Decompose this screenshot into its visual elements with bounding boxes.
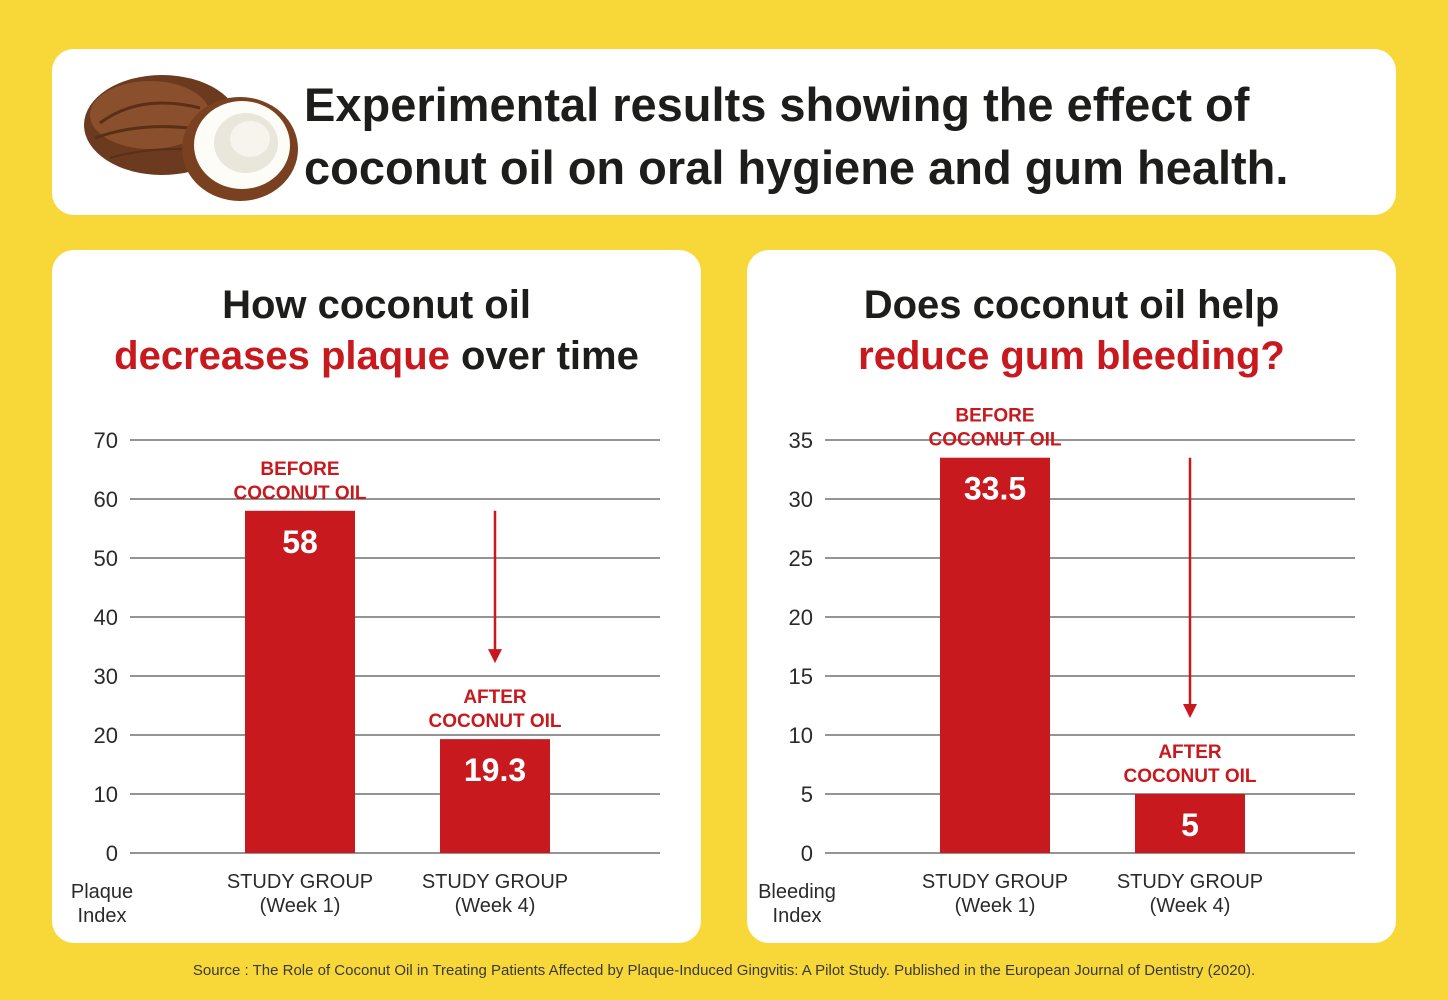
- y-axis-label-line2: Index: [773, 905, 822, 927]
- x-tick-label-line1: STUDY GROUP: [1117, 871, 1263, 893]
- bar-annotation-line2: COCONUT OIL: [929, 430, 1062, 451]
- y-tick-label: 5: [801, 782, 813, 807]
- page-title-line1: Experimental results showing the effect …: [304, 78, 1250, 131]
- y-tick-label: 70: [94, 428, 118, 453]
- plaque-chart-title-line1: How coconut oil: [222, 283, 531, 327]
- bar-annotation-line1: BEFORE: [260, 459, 339, 480]
- page-title: Experimental results showing the effect …: [304, 73, 1384, 199]
- y-tick-label: 60: [94, 487, 118, 512]
- trend-arrow-head: [488, 649, 502, 664]
- bar: [440, 739, 550, 853]
- plaque-chart-title-line2: decreases plaque over time: [52, 331, 701, 382]
- bleeding-chart-title-line2: reduce gum bleeding?: [747, 331, 1396, 382]
- x-tick-label-line2: (Week 1): [955, 895, 1036, 917]
- y-tick-label: 0: [106, 841, 118, 866]
- plaque-bar-chart: 0 10 20 30 40 50 60 70 58 BEFORE COCONUT OIL STUDY …: [71, 428, 660, 927]
- y-tick-label: 0: [801, 841, 813, 866]
- bar-annotation-line1: AFTER: [463, 687, 527, 708]
- page-title-line2: coconut oil on oral hygiene and gum heal…: [304, 141, 1289, 194]
- x-tick-label-line1: STUDY GROUP: [922, 871, 1068, 893]
- x-tick-label-line1: STUDY GROUP: [422, 871, 568, 893]
- x-tick-label-line2: (Week 1): [260, 895, 341, 917]
- y-tick-label: 25: [789, 546, 813, 571]
- bar-annotation-line2: COCONUT OIL: [234, 483, 367, 504]
- bar-value-label: 58: [282, 524, 318, 560]
- bleeding-chart-title: Does coconut oil help reduce gum bleedin…: [747, 280, 1396, 382]
- x-tick-label-line2: (Week 4): [455, 895, 536, 917]
- bar-annotation-line1: AFTER: [1158, 742, 1222, 763]
- bar: [940, 457, 1050, 853]
- y-tick-label: 30: [789, 487, 813, 512]
- x-tick-label-line2: (Week 4): [1150, 895, 1231, 917]
- source-citation: Source : The Role of Coconut Oil in Trea…: [192, 962, 1256, 979]
- y-tick-label: 20: [94, 723, 118, 748]
- bar-value-label: 33.5: [964, 471, 1026, 507]
- y-tick-label: 35: [789, 428, 813, 453]
- y-axis-label-line1: Bleeding: [758, 881, 836, 903]
- plaque-chart-title-rest: over time: [449, 334, 639, 378]
- y-tick-label: 30: [94, 664, 118, 689]
- plaque-chart-title-highlight: decreases plaque: [114, 334, 450, 378]
- header-card: Experimental results showing the effect …: [52, 49, 1396, 215]
- coconut-illustration: [84, 75, 298, 201]
- trend-arrow-head: [1183, 704, 1197, 718]
- x-tick-label-line1: STUDY GROUP: [227, 871, 373, 893]
- y-axis-label-line2: Index: [78, 905, 127, 927]
- y-tick-label: 50: [94, 546, 118, 571]
- y-tick-label: 40: [94, 605, 118, 630]
- bleeding-chart-card: Does coconut oil help reduce gum bleedin…: [747, 250, 1396, 943]
- bleeding-chart-title-highlight: reduce gum bleeding?: [858, 334, 1285, 378]
- plaque-chart-card: How coconut oil decreases plaque over ti…: [52, 250, 701, 943]
- y-tick-label: 10: [789, 723, 813, 748]
- bar: [245, 510, 355, 853]
- y-axis-label-line1: Plaque: [71, 881, 133, 903]
- y-tick-label: 20: [789, 605, 813, 630]
- bleeding-chart-title-line1: Does coconut oil help: [863, 283, 1280, 327]
- plaque-chart-title: How coconut oil decreases plaque over ti…: [52, 280, 701, 382]
- bar: [1135, 794, 1245, 853]
- y-tick-label: 10: [94, 782, 118, 807]
- bar-annotation-line2: COCONUT OIL: [429, 711, 562, 732]
- bar-annotation-line1: BEFORE: [955, 406, 1034, 427]
- bleeding-bar-chart: 0 5 10 15 20 25 30 35 33.5 BEFORE COCONUT OIL STUDY…: [758, 406, 1355, 927]
- bar-annotation-line2: COCONUT OIL: [1124, 766, 1257, 787]
- bar-value-label: 19.3: [464, 752, 526, 788]
- bar-value-label: 5: [1181, 807, 1199, 843]
- y-tick-label: 15: [789, 664, 813, 689]
